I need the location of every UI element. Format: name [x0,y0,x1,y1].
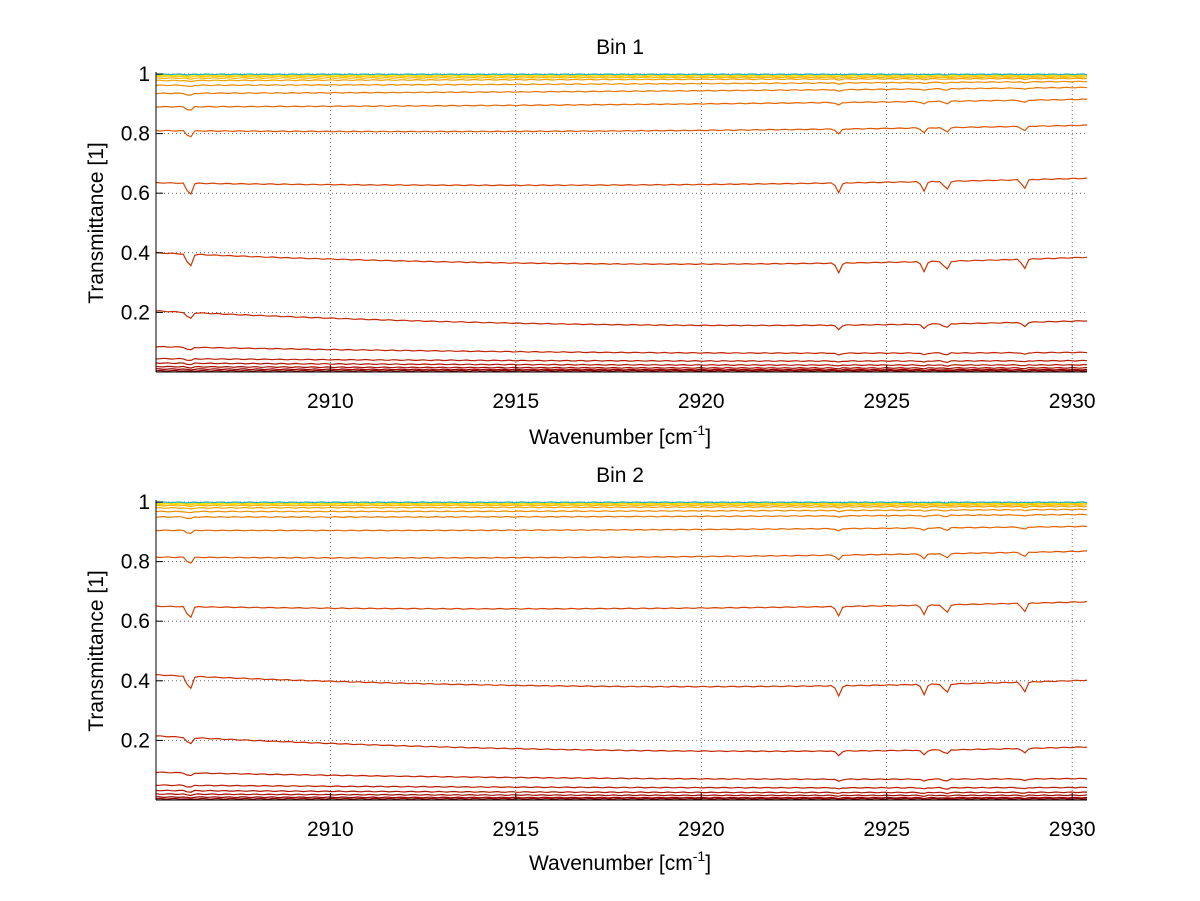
plot-area: 2910 2915 2920 2925 2930 0.2 0.4 0.6 0.8 1 [121,63,1096,413]
y-axis-label: Transmittance [1] [85,142,108,303]
y-tick-label: 0.6 [121,182,150,205]
series-line [155,784,1088,790]
series-line [155,124,1088,138]
x-tick-label: 2930 [1049,818,1096,841]
x-tick-label: 2915 [492,818,539,841]
y-tick-label: 0.8 [121,551,150,574]
series-line [155,525,1088,535]
series-line [155,797,1088,801]
x-axis-label: Wavenumber [cm-1] [529,848,711,875]
chart-title: Bin 2 [596,464,644,487]
series-line [155,365,1088,370]
series-line [155,345,1088,356]
x-tick-label: 2925 [863,390,910,413]
series-line [155,735,1088,757]
series-line [155,789,1088,795]
series-line [155,793,1088,798]
y-tick-label: 0.6 [121,610,150,633]
y-tick-label: 0.4 [121,242,151,265]
series-line [155,177,1088,196]
y-tick-label: 0.8 [121,123,150,146]
series-line [155,252,1088,275]
y-axis-label: Transmittance [1] [85,570,108,731]
y-tick-label: 0.2 [121,729,150,752]
series-line [155,310,1088,331]
series-line [155,508,1088,514]
x-tick-label: 2910 [307,390,354,413]
series-line [155,550,1088,564]
series-line [156,98,1088,111]
series-line [155,501,1088,504]
series-line [155,513,1088,520]
series-line [155,368,1088,372]
x-tick-label: 2920 [678,390,725,413]
plot-area: 2910 2915 2920 2925 2930 0.2 0.4 0.6 0.8 1 [121,491,1096,841]
series-line [155,369,1088,373]
series-line [155,86,1088,96]
x-tick-label: 2915 [492,390,539,413]
y-tick-label: 1 [138,491,150,514]
chart-panel-bin-1: Bin 1 2910 2915 2920 2925 29300.20.40.60.81 … [85,36,1096,449]
chart-panel-bin-2: Bin 2 2910 2915 2920 2925 29300.20.40.60.81 … [85,464,1096,875]
x-tick-label: 2920 [678,818,725,841]
chart-title: Bin 1 [596,36,644,59]
series-line [155,505,1088,510]
series-line [155,771,1088,782]
series-line [155,503,1088,508]
y-tick-label: 0.4 [121,670,151,693]
x-tick-label: 2930 [1049,390,1096,413]
series-line [155,76,1088,80]
series-line [155,77,1088,83]
y-tick-label: 0.2 [121,301,150,324]
series-line [155,674,1088,698]
series-line [155,357,1088,364]
x-tick-label: 2910 [307,818,354,841]
x-tick-label: 2925 [863,818,910,841]
series-line [155,796,1088,800]
series-line [155,600,1088,619]
series-line [155,74,1088,79]
series-line [155,362,1088,367]
y-tick-label: 1 [138,63,150,86]
series-line [155,80,1088,88]
series-line [155,73,1088,76]
x-axis-label: Wavenumber [cm-1] [529,422,711,449]
